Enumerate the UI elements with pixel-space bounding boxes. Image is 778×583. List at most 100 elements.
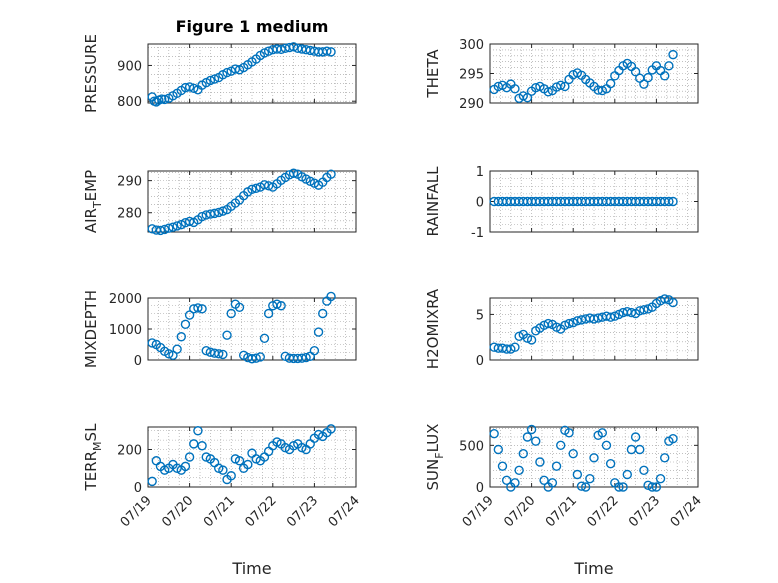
x-axis-label-left: Time	[231, 559, 271, 578]
data-point	[155, 225, 166, 236]
y-tick-label: 1000	[109, 323, 142, 338]
y-tick-label: 5	[476, 308, 484, 323]
data-point	[660, 71, 670, 81]
data-point	[313, 327, 324, 337]
data-point	[326, 291, 336, 302]
data-point	[197, 441, 207, 451]
data-point	[276, 301, 286, 311]
data-point	[489, 428, 499, 439]
subplot-h2omixra: 05	[476, 294, 699, 369]
x-tick-label: 07/24	[326, 493, 363, 530]
data-point	[618, 482, 628, 492]
data-point	[668, 49, 678, 60]
data-point	[164, 349, 174, 359]
subplot-theta: 290 295 300	[459, 38, 699, 112]
data-point	[660, 294, 670, 304]
data-point	[259, 180, 270, 190]
data-point	[263, 181, 274, 191]
data-point	[297, 353, 307, 363]
y-tick-label: 290	[459, 97, 484, 112]
data-point	[147, 338, 157, 348]
data-point	[159, 224, 170, 235]
data-point	[514, 465, 524, 476]
data-point	[180, 319, 191, 330]
figure-title: Figure 1 medium	[176, 17, 329, 36]
data-point	[259, 48, 270, 58]
data-point	[605, 458, 616, 469]
data-point	[226, 308, 236, 319]
data-point	[664, 61, 674, 71]
data-point	[197, 304, 207, 314]
data-point	[668, 297, 678, 308]
data-point	[547, 478, 558, 488]
data-point	[576, 481, 587, 491]
y-axis-label: PRESSURE	[82, 34, 100, 113]
data-point	[322, 46, 332, 56]
x-tick-label: 07/19	[118, 493, 155, 530]
data-point	[226, 471, 236, 481]
x-tick-label: 07/22	[243, 493, 280, 530]
subplot-pressure: 800 900	[117, 42, 357, 110]
data-point	[639, 465, 649, 476]
data-point	[510, 342, 520, 352]
data-point	[664, 196, 674, 207]
data-point	[151, 97, 162, 107]
data-point	[184, 310, 195, 320]
x-tick-label: 07/23	[284, 493, 321, 530]
data-point	[176, 332, 186, 342]
data-point	[205, 75, 216, 86]
data-point	[585, 473, 595, 484]
data-point	[193, 303, 203, 313]
data-point	[580, 482, 591, 492]
data-point	[572, 469, 583, 480]
data-point	[189, 439, 199, 449]
data-point	[255, 352, 266, 362]
data-point	[180, 461, 191, 472]
x-axis-label-right: Time	[573, 559, 613, 578]
subplot-air-temp: 280 290	[117, 168, 357, 236]
data-point	[630, 432, 641, 442]
y-axis-label: TERRMSL	[82, 423, 104, 492]
data-point	[668, 196, 678, 207]
data-point	[309, 346, 320, 356]
data-point	[551, 461, 562, 471]
data-point	[564, 318, 574, 329]
y-tick-label: -1	[471, 226, 484, 241]
data-point	[209, 208, 220, 219]
data-point	[234, 456, 245, 466]
data-point	[639, 305, 649, 315]
data-point	[197, 211, 207, 222]
data-point	[247, 184, 257, 195]
data-point	[560, 81, 570, 92]
data-point	[259, 333, 270, 343]
y-tick-label: 800	[117, 95, 142, 110]
subplot-mixdepth: 0 1000 2000	[109, 291, 357, 369]
y-tick-label: 0	[476, 481, 484, 496]
data-point	[147, 476, 157, 487]
y-tick-label: 2000	[109, 292, 142, 307]
data-point	[535, 457, 545, 467]
y-tick-label: 900	[117, 59, 142, 74]
data-point	[635, 444, 645, 455]
y-tick-label: 290	[117, 175, 142, 190]
data-point	[568, 448, 578, 459]
data-point	[518, 448, 528, 459]
data-point	[251, 183, 261, 194]
y-axis-label: H2OMIXRA	[424, 288, 442, 369]
data-point	[510, 478, 520, 488]
data-point	[272, 299, 282, 309]
y-tick-label: 295	[459, 68, 484, 83]
data-point	[614, 482, 624, 492]
data-point	[247, 354, 257, 364]
x-tick-label: 07/21	[543, 493, 580, 530]
data-point	[159, 94, 170, 105]
data-point	[214, 207, 224, 218]
data-point	[222, 67, 232, 78]
data-point	[668, 433, 678, 444]
data-point	[263, 308, 274, 319]
data-point	[651, 482, 662, 492]
x-tick-label: 07/21	[201, 493, 238, 530]
data-point	[630, 67, 641, 77]
y-tick-label: 200	[117, 444, 142, 459]
data-point	[251, 353, 261, 363]
